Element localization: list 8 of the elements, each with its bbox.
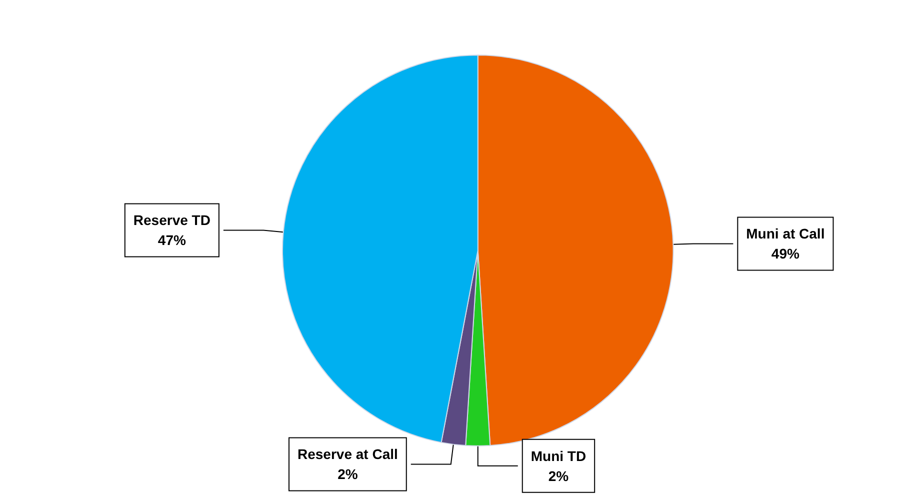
data-label: 49% bbox=[771, 246, 800, 262]
data-label: 47% bbox=[158, 232, 186, 248]
slice-label: Muni at Call bbox=[746, 226, 825, 242]
slice-label: Reserve TD bbox=[133, 212, 210, 228]
slice-label: Reserve at Call bbox=[297, 446, 398, 462]
data-label: 2% bbox=[338, 466, 358, 482]
data-label: 2% bbox=[548, 468, 570, 484]
slice-label: Muni TD bbox=[530, 448, 586, 464]
